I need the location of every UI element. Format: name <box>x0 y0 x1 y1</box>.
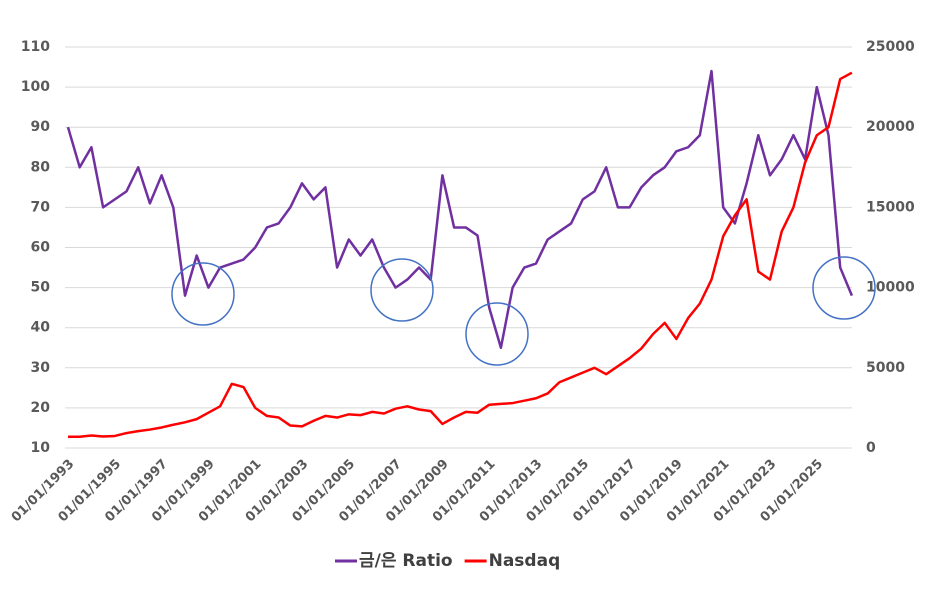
y-tick-label: 100 <box>21 79 50 95</box>
y-tick-label: 10 <box>31 440 51 456</box>
y2-tick-label: 10000 <box>866 280 915 296</box>
y-tick-label: 80 <box>31 159 51 175</box>
y-tick-label: 20 <box>31 400 51 416</box>
highlight-circle <box>370 258 434 322</box>
y-tick-label: 30 <box>31 360 51 376</box>
y2-tick-label: 15000 <box>866 199 915 215</box>
annotation-circles <box>171 256 876 366</box>
y2-tick-label: 25000 <box>866 39 915 55</box>
y2-tick-label: 5000 <box>866 360 905 376</box>
y2-tick-label: 20000 <box>866 119 915 135</box>
highlight-circle <box>812 256 876 320</box>
highlight-circle <box>171 262 235 326</box>
legend-label: Nasdaq <box>489 551 561 571</box>
y-tick-label: 90 <box>31 119 51 135</box>
y-tick-label: 40 <box>31 320 51 336</box>
series-line <box>68 71 853 439</box>
series-line <box>66 69 854 349</box>
y2-tick-label: 0 <box>866 440 876 456</box>
y-tick-label: 60 <box>31 240 51 256</box>
highlight-circle <box>465 302 529 366</box>
y-tick-label: 110 <box>21 39 50 55</box>
y-tick-label: 70 <box>31 199 51 215</box>
legend-label: 금/은 Ratio <box>359 551 453 571</box>
y-tick-label: 50 <box>31 280 51 296</box>
